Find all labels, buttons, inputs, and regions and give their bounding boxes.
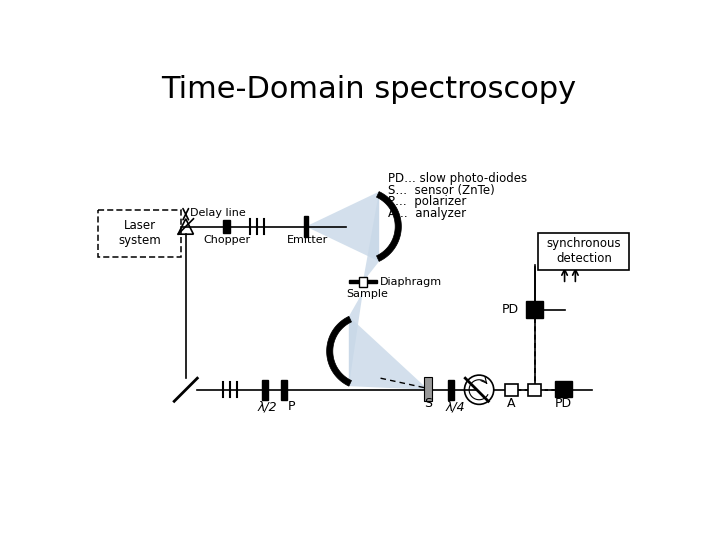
Text: λ/4: λ/4	[445, 400, 465, 413]
Polygon shape	[349, 292, 363, 386]
Bar	[539, 233, 629, 269]
Bar	[526, 301, 543, 318]
Polygon shape	[377, 192, 401, 261]
Text: Laser
system: Laser system	[118, 219, 161, 247]
Text: λ/2: λ/2	[257, 400, 277, 413]
Bar	[554, 381, 572, 397]
Text: A: A	[507, 397, 516, 410]
Bar	[98, 210, 181, 257]
Polygon shape	[363, 192, 379, 282]
Bar	[349, 280, 360, 284]
Text: Sample: Sample	[346, 289, 388, 299]
Text: A…  analyzer: A… analyzer	[388, 207, 467, 220]
Text: PD: PD	[502, 303, 519, 316]
Bar	[528, 383, 541, 396]
Bar	[304, 217, 308, 237]
Polygon shape	[327, 316, 351, 386]
Text: Time-Domain spectroscopy: Time-Domain spectroscopy	[161, 75, 577, 104]
Text: P: P	[288, 400, 296, 413]
Polygon shape	[349, 316, 428, 390]
Text: S…  sensor (ZnTe): S… sensor (ZnTe)	[388, 184, 495, 197]
Bar	[223, 220, 230, 233]
Text: PD… slow photo-diodes: PD… slow photo-diodes	[388, 172, 527, 185]
Bar	[359, 276, 366, 287]
Bar	[505, 383, 518, 396]
Text: Delay line: Delay line	[189, 208, 246, 218]
Text: Diaphragm: Diaphragm	[379, 277, 442, 287]
Text: S: S	[424, 397, 432, 410]
Bar	[282, 380, 287, 400]
Text: Emitter: Emitter	[287, 235, 328, 246]
Bar	[366, 280, 377, 284]
Polygon shape	[306, 192, 379, 261]
Bar	[423, 377, 432, 401]
Text: P…  polarizer: P… polarizer	[388, 195, 467, 208]
Text: synchronous
detection: synchronous detection	[546, 237, 621, 265]
Text: PD: PD	[555, 397, 572, 410]
Text: Chopper: Chopper	[203, 235, 250, 246]
Bar	[449, 380, 454, 400]
Bar	[262, 380, 268, 400]
